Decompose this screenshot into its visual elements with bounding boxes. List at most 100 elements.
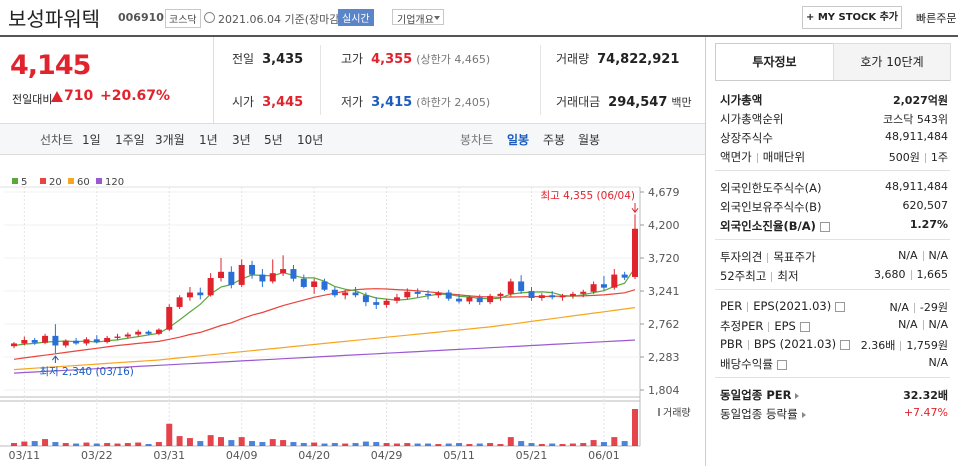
volume-bar xyxy=(393,443,400,446)
orderbook-tab[interactable]: 호가 10단계 xyxy=(833,43,951,81)
candle-body xyxy=(300,278,307,287)
quote-cell: 거래량 74,822,921 xyxy=(556,50,679,67)
period-tab[interactable]: 주봉 xyxy=(543,133,566,147)
volume-bar xyxy=(93,443,100,446)
period-tab[interactable]: 3개월 xyxy=(155,133,185,147)
add-mystock-button[interactable]: + MY STOCK 추가 xyxy=(802,6,902,29)
info-value: +7.47% xyxy=(904,406,948,419)
info-label: 시가총액순위 xyxy=(720,111,783,127)
period-tab[interactable]: 1주일 xyxy=(115,133,145,147)
info-value: 1.27% xyxy=(910,218,948,231)
period-tab[interactable]: 3년 xyxy=(232,133,251,147)
candle-body xyxy=(145,331,152,334)
volume-bar xyxy=(611,437,618,446)
info-label-part: EPS(2021.03) xyxy=(753,299,832,313)
volume-bar xyxy=(487,443,494,446)
more-arrow[interactable] xyxy=(795,392,800,399)
candle-body xyxy=(52,335,59,346)
info-label-part: 시가총액 xyxy=(720,93,763,107)
quote-value: 3,415 xyxy=(371,95,413,110)
x-tick-label: 05/11 xyxy=(443,449,475,462)
quote-value: 294,547 xyxy=(608,95,668,110)
volume-bar xyxy=(362,441,369,446)
volume-bar xyxy=(528,443,535,446)
volume-bar xyxy=(238,437,245,446)
quote-note: (상한가 4,465) xyxy=(416,53,491,66)
volume-bar xyxy=(311,442,318,446)
volume-bar xyxy=(569,443,576,446)
candle-body xyxy=(518,281,525,292)
info-tab[interactable]: 투자정보 xyxy=(715,43,834,80)
group-rule xyxy=(715,289,950,290)
legend-swatch xyxy=(40,178,46,184)
info-label-part: 최저 xyxy=(777,269,799,283)
legend-swatch xyxy=(12,178,18,184)
volume-bar xyxy=(145,444,152,446)
separator xyxy=(747,339,749,350)
period-tab[interactable]: 1일 xyxy=(82,133,101,147)
candle-body xyxy=(21,340,28,344)
help-icon[interactable] xyxy=(776,359,787,370)
quick-order[interactable]: 빠른주문 xyxy=(916,12,957,25)
x-tick-label: 04/29 xyxy=(371,449,403,462)
more-arrow[interactable] xyxy=(801,411,806,418)
help-icon[interactable] xyxy=(799,321,810,332)
info-value-part: +7.47% xyxy=(903,406,948,419)
help-icon[interactable] xyxy=(840,339,851,350)
y-tick-label: 2,283 xyxy=(648,351,680,364)
info-value: N/A -29원 xyxy=(889,299,948,315)
realtime-badge[interactable]: 실시간 xyxy=(338,9,374,26)
info-label-part: 동일업종 PER xyxy=(720,388,792,402)
help-icon[interactable] xyxy=(819,221,830,232)
candle-body xyxy=(124,334,131,337)
period-tab[interactable]: 5년 xyxy=(264,133,283,147)
candle-body xyxy=(404,291,411,298)
candle-body xyxy=(362,295,369,303)
info-label-part: 외국인보유주식수(B) xyxy=(720,200,822,214)
tab-group-label: 봉차트 xyxy=(460,133,494,147)
overview-dropdown[interactable]: 기업개요 xyxy=(392,9,444,26)
candle-body xyxy=(425,293,431,296)
candle-body xyxy=(249,264,256,275)
info-label: 외국인보유주식수(B) xyxy=(720,199,822,215)
candle-body xyxy=(290,269,297,279)
volume-bar xyxy=(166,423,173,446)
separator xyxy=(756,152,758,163)
candle-body xyxy=(73,340,80,344)
candle-body xyxy=(166,306,173,330)
volume-bar xyxy=(456,443,463,446)
volume-bar xyxy=(497,444,504,446)
info-value-part: -29원 xyxy=(919,301,948,314)
current-price: 4,145 xyxy=(10,50,91,81)
info-value-part: 코스닥 543위 xyxy=(883,113,948,126)
quote-value: 4,355 xyxy=(371,52,413,67)
candle-body xyxy=(186,292,193,298)
period-tab[interactable]: 10년 xyxy=(297,133,324,147)
info-value-part: N/A xyxy=(928,356,948,369)
info-label: 투자의견 목표주가 xyxy=(720,249,816,265)
info-label: 동일업종 등락률 xyxy=(720,406,806,422)
candle-body xyxy=(497,293,504,296)
info-label: 배당수익률 xyxy=(720,356,787,372)
quote-cell: 전일 3,435 xyxy=(232,50,303,67)
help-icon[interactable] xyxy=(835,301,846,312)
separator xyxy=(768,321,770,332)
candle-body xyxy=(352,292,359,296)
x-tick-label: 03/22 xyxy=(81,449,113,462)
candle-body xyxy=(207,278,214,296)
candle-body xyxy=(456,298,463,302)
period-tab[interactable]: 일봉 xyxy=(507,133,530,147)
info-label: PBR BPS (2021.03) xyxy=(720,337,851,351)
volume-bar xyxy=(559,444,566,446)
info-value-part: N/A xyxy=(928,249,948,262)
volume-bar xyxy=(538,444,545,446)
period-tab[interactable]: 1년 xyxy=(199,133,218,147)
info-value-part: 500원 xyxy=(888,151,920,164)
volume-bar xyxy=(331,443,338,446)
volume-bar xyxy=(21,441,28,446)
info-value-part: N/A xyxy=(898,318,918,331)
quote-label: 전일 xyxy=(232,52,255,66)
info-label: PER EPS(2021.03) xyxy=(720,299,846,313)
volume-bar xyxy=(466,444,473,446)
period-tab[interactable]: 월봉 xyxy=(578,133,601,147)
